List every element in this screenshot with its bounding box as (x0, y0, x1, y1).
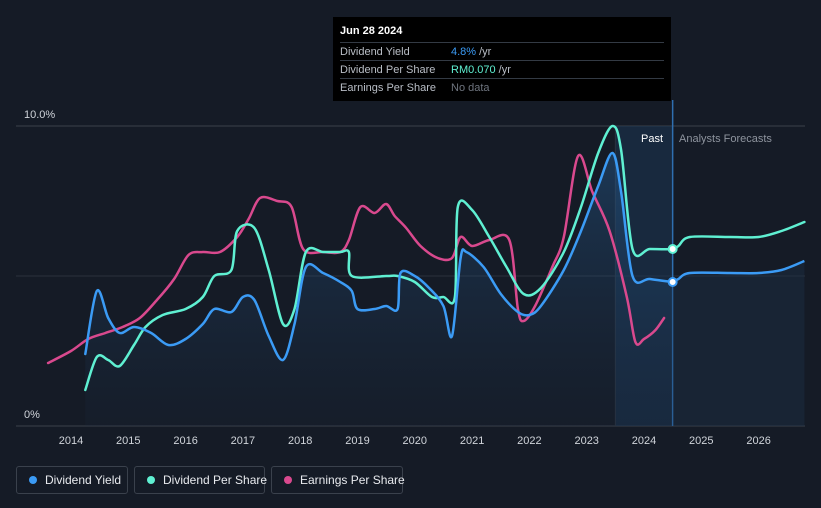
tooltip-value: 4.8%/yr (451, 46, 492, 58)
x-tick-label: 2015 (116, 435, 140, 447)
legend-dot-icon (284, 476, 292, 484)
series-line-dividend-yield-forecast (672, 259, 805, 284)
chart-tooltip: Jun 28 2024 Dividend Yield 4.8%/yr Divid… (333, 17, 671, 101)
area-dividend-yield (85, 152, 673, 426)
legend-earnings-per-share[interactable]: Earnings Per Share (271, 466, 405, 494)
x-axis-labels: 2014 2015 2016 2017 2018 2019 2020 2021 2022 2023… (59, 435, 771, 447)
marker-dividend-per-share[interactable] (667, 244, 678, 254)
tooltip-label: Dividend Per Share (340, 64, 436, 76)
x-tick-label: 2017 (231, 435, 255, 447)
x-tick-label: 2020 (403, 435, 427, 447)
area-forecast (672, 261, 805, 426)
tooltip-label: Earnings Per Share (340, 82, 436, 94)
series-line-dividend-per-share (84, 124, 806, 392)
x-tick-label: 2025 (689, 435, 713, 447)
x-tick-label: 2021 (460, 435, 484, 447)
x-tick-label: 2018 (288, 435, 312, 447)
legend-dividend-per-share[interactable]: Dividend Per Share (134, 466, 268, 494)
chart-areas (85, 152, 805, 426)
y-axis-labels: 10.0% 0% (24, 109, 55, 421)
tooltip-value: RM0.070/yr (451, 64, 511, 76)
tooltip-label: Dividend Yield (340, 46, 410, 58)
legend-label: Dividend Per Share (163, 473, 268, 487)
legend-dot-icon (147, 476, 155, 484)
series-line-dividend-yield (84, 151, 674, 362)
x-tick-label: 2016 (173, 435, 197, 447)
legend-label: Dividend Yield (45, 473, 122, 487)
x-tick-label: 2022 (517, 435, 541, 447)
tooltip-date: Jun 28 2024 (340, 25, 403, 37)
y-tick-label: 0% (24, 409, 40, 421)
tooltip-row-earnings-per-share: Earnings Per Share No data (340, 78, 664, 97)
tooltip-row-dividend-yield: Dividend Yield 4.8%/yr (340, 42, 664, 61)
x-tick-label: 2023 (574, 435, 598, 447)
marker-dividend-yield[interactable] (667, 277, 678, 287)
x-tick-label: 2026 (746, 435, 770, 447)
period-label-past: Past (641, 133, 663, 145)
legend-dot-icon (29, 476, 37, 484)
x-tick-label: 2019 (345, 435, 369, 447)
legend-dividend-yield[interactable]: Dividend Yield (16, 466, 128, 494)
tooltip-row-dividend-per-share: Dividend Per Share RM0.070/yr (340, 60, 664, 79)
x-tick-label: 2014 (59, 435, 83, 447)
x-tick-label: 2024 (632, 435, 656, 447)
legend-label: Earnings Per Share (300, 473, 405, 487)
series-line-earnings-per-share (46, 153, 666, 365)
period-label-forecast: Analysts Forecasts (679, 133, 772, 145)
chart-markers[interactable] (667, 244, 678, 287)
tooltip-value: No data (451, 82, 490, 94)
chart-lines (46, 124, 806, 392)
y-tick-label: 10.0% (24, 109, 55, 121)
